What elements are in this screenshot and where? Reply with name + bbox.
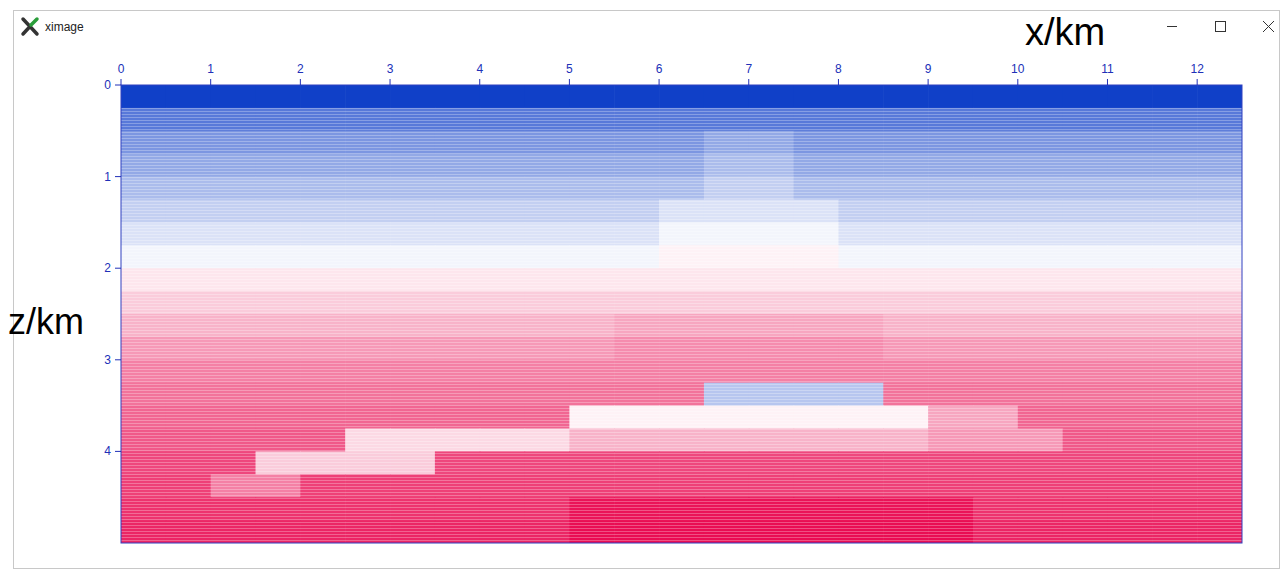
texture (121, 108, 1242, 543)
y-tick (115, 85, 121, 86)
cell (1107, 85, 1152, 109)
cell (256, 85, 301, 109)
x-tick-label: 6 (656, 62, 663, 76)
heatmap (121, 85, 1242, 543)
x-tick-label: 10 (1011, 62, 1025, 76)
y-tick (115, 176, 121, 177)
cell (749, 85, 794, 109)
cell (390, 85, 435, 109)
window-controls (1167, 21, 1274, 32)
x-tick-label: 2 (297, 62, 304, 76)
x-tick-label: 3 (387, 62, 394, 76)
y-tick-label: 4 (104, 444, 111, 458)
x-axis-title: x/km (1025, 11, 1105, 53)
cell (211, 85, 256, 109)
y-tick-label: 2 (104, 261, 111, 275)
cell (838, 85, 883, 109)
cell (973, 85, 1018, 109)
cell (1063, 85, 1108, 109)
x-tick-label: 9 (925, 62, 932, 76)
window-frame (14, 11, 1280, 569)
cell (794, 85, 839, 109)
window-title: ximage (45, 20, 84, 34)
x-tick (479, 79, 480, 85)
x-tick-label: 8 (835, 62, 842, 76)
x-tick-label: 1 (207, 62, 214, 76)
cell (928, 85, 973, 109)
cell (883, 85, 928, 109)
close-button[interactable] (1263, 21, 1274, 32)
x-tick (569, 79, 570, 85)
y-tick-label: 0 (104, 78, 111, 92)
x-tick-label: 12 (1190, 62, 1204, 76)
cell (569, 85, 614, 109)
window: ximage012345678910111201234x/kmz/km (0, 0, 1286, 572)
x-tick (1197, 79, 1198, 85)
x-tick (1017, 79, 1018, 85)
x-tick (1107, 79, 1108, 85)
x-tick (390, 79, 391, 85)
cell (121, 85, 166, 109)
x-tick-label: 5 (566, 62, 573, 76)
cell (166, 85, 211, 109)
x-tick-label: 0 (118, 62, 125, 76)
y-tick (115, 451, 121, 452)
x-tick (659, 79, 660, 85)
x-tick (210, 79, 211, 85)
app-icon (23, 19, 37, 34)
cell (1197, 85, 1242, 109)
y-tick-label: 1 (104, 170, 111, 184)
x-tick (928, 79, 929, 85)
cell (1018, 85, 1063, 109)
x-tick (838, 79, 839, 85)
x-tick (748, 79, 749, 85)
y-tick-label: 3 (104, 353, 111, 367)
cell (614, 85, 659, 109)
x-tick-label: 7 (745, 62, 752, 76)
plot-frame (121, 85, 1242, 543)
x-tick (300, 79, 301, 85)
maximize-button[interactable] (1216, 22, 1226, 32)
y-tick (115, 268, 121, 269)
cell (435, 85, 480, 109)
y-tick (115, 359, 121, 360)
cell (704, 85, 749, 109)
x-tick-label: 4 (476, 62, 483, 76)
cell (480, 85, 525, 109)
cell (300, 85, 345, 109)
x-tick-label: 11 (1101, 62, 1114, 76)
cell (1152, 85, 1197, 109)
y-axis-title: z/km (8, 301, 84, 342)
minimize-button[interactable] (1167, 26, 1177, 27)
x-tick (121, 79, 122, 85)
cell (659, 85, 704, 109)
cell (525, 85, 570, 109)
cell (345, 85, 390, 109)
